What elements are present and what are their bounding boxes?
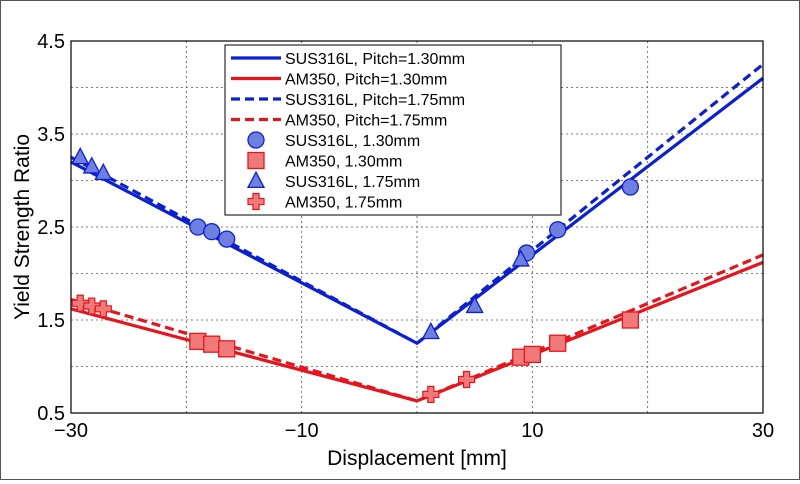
data-point-square	[218, 340, 236, 358]
y-axis-label: Yield Strength Ratio	[11, 134, 34, 320]
data-point-triangle	[82, 156, 101, 174]
data-point-triangle	[465, 295, 484, 314]
tick-labels: −30 −10 10 30 0.5 1.5 2.5 3.5 4.5	[37, 31, 774, 442]
legend-entry-label: SUS316L, 1.30mm	[285, 133, 420, 150]
data-point-square	[621, 311, 640, 329]
legend-entry-label: AM350, Pitch=1.30mm	[285, 72, 447, 89]
data-point-plus	[83, 297, 101, 315]
x-tick-label: 10	[521, 420, 543, 442]
data-point-square	[203, 335, 221, 353]
data-point-triangle	[71, 147, 90, 165]
legend-swatch-marker	[247, 131, 265, 149]
data-point-plus	[457, 370, 476, 389]
series-line-2	[70, 63, 765, 345]
x-axis-label: Displacement [mm]	[327, 447, 507, 470]
data-point-plus	[94, 300, 112, 318]
data-point-plus	[422, 385, 440, 403]
series-lines	[70, 63, 765, 403]
data-point-circle	[621, 178, 640, 196]
legend-entry-label: SUS316L, Pitch=1.75mm	[285, 92, 465, 109]
y-tick-label: 4.5	[37, 31, 65, 53]
series-line-3	[70, 253, 764, 403]
data-point-plus	[71, 294, 89, 312]
data-point-circle	[218, 230, 236, 248]
y-tick-label: 0.5	[37, 403, 65, 425]
legend-swatch-marker	[247, 192, 265, 211]
plot-area-border	[70, 40, 764, 414]
legend: SUS316L, Pitch=1.30mm AM350, Pitch=1.30mm…	[224, 44, 562, 216]
data-point-circle	[203, 222, 221, 241]
x-tick-label: −10	[285, 420, 319, 442]
data-point-square	[549, 334, 567, 352]
data-point-circle	[549, 221, 567, 239]
legend-entry-label: SUS316L, Pitch=1.30mm	[285, 51, 465, 68]
legend-entry-label: AM350, 1.30mm	[285, 154, 402, 171]
data-point-triangle	[511, 249, 530, 267]
data-point-square	[523, 345, 541, 364]
y-tick-label: 3.5	[37, 124, 65, 146]
legend-entry-label: AM350, Pitch=1.75mm	[285, 113, 447, 130]
legend-box	[224, 44, 562, 216]
series-markers	[71, 147, 640, 403]
legend-swatch-marker	[246, 170, 266, 189]
legend-swatch-marker	[247, 151, 265, 170]
data-point-triangle	[421, 321, 440, 340]
x-tick-label: −30	[54, 420, 88, 442]
y-tick-label: 1.5	[37, 310, 65, 332]
series-line-1	[70, 260, 764, 403]
legend-entry-label: SUS316L, 1.75mm	[285, 174, 420, 191]
data-point-triangle	[94, 162, 113, 181]
x-tick-label: 30	[752, 420, 774, 442]
legend-entry-label: AM350, 1.75mm	[285, 195, 402, 212]
y-tick-label: 2.5	[37, 217, 65, 239]
